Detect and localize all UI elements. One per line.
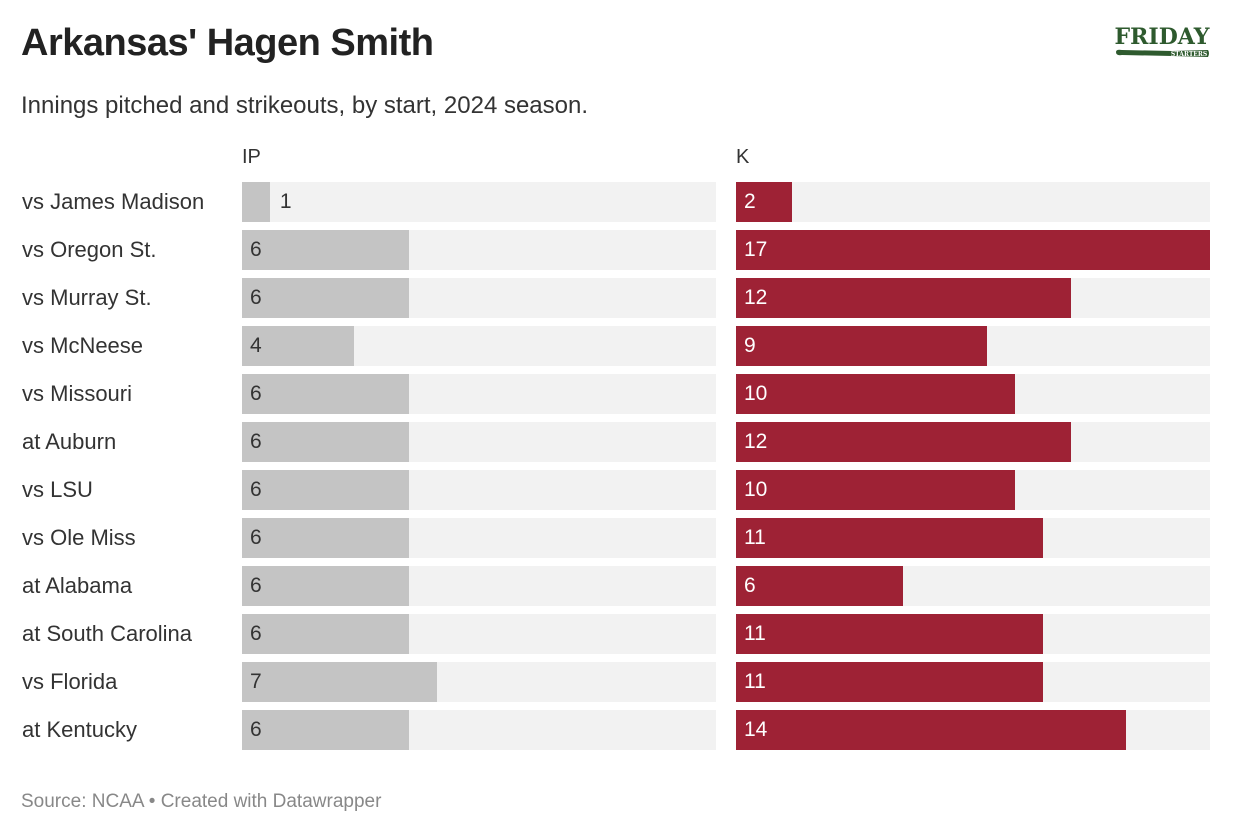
bar-track: 6 [242,230,716,270]
value-label: 6 [250,622,262,645]
bar-k [736,710,1127,750]
value-label: 6 [250,478,262,501]
bar-track: 12 [736,278,1210,318]
value-label: 14 [744,718,768,741]
bar-ip [242,182,270,222]
value-label: 11 [744,622,766,645]
bar-track: 6 [242,518,716,558]
bar-track: 6 [242,614,716,654]
value-label: 10 [744,382,768,405]
bar-k [736,182,792,222]
bar-ip [242,230,410,270]
bar-ip [242,662,438,702]
bar-track: 10 [736,470,1210,510]
value-label: 11 [744,526,766,549]
bar-k [736,230,1210,270]
value-label: 12 [744,430,768,453]
value-label: 11 [744,670,766,693]
category-label: at Alabama [22,573,133,598]
bar-k [736,614,1043,654]
bar-k [736,326,987,366]
bar-k [736,566,904,606]
chart-title: Arkansas' Hagen Smith [21,22,434,64]
bar-track: 12 [736,422,1210,462]
bar-track: 6 [242,278,716,318]
bar-k [736,374,1015,414]
bar-track: 14 [736,710,1210,750]
value-label: 2 [744,190,756,213]
source-note: Source: NCAA • Created with Datawrapper [21,791,382,812]
bar-ip [242,566,410,606]
bar-ip [242,614,410,654]
bar-k [736,278,1071,318]
value-label: 1 [279,190,292,213]
value-label: 6 [250,238,262,261]
bar-k [736,662,1043,702]
category-label: vs Ole Miss [22,525,136,550]
value-label: 6 [250,286,262,309]
category-label: at Kentucky [22,717,137,742]
bar-k [736,422,1071,462]
value-label: 17 [744,238,768,261]
value-label: 9 [744,334,756,357]
value-label: 12 [744,286,768,309]
bar-ip [242,518,410,558]
bar-track: 11 [736,614,1210,654]
category-label: vs Oregon St. [22,237,157,262]
bar-track: 11 [736,662,1210,702]
value-label: 6 [250,574,262,597]
bar-track: 6 [242,374,716,414]
value-label: 6 [250,526,262,549]
category-label: vs LSU [22,477,93,502]
value-label: 6 [744,574,756,597]
value-label: 6 [250,718,262,741]
category-label: vs Florida [22,669,118,694]
bar-ip [242,326,354,366]
svg-text:FRIDAY: FRIDAY [1115,24,1210,50]
bar-track: 6 [242,566,716,606]
column-header-k: K [736,146,750,168]
value-label: 6 [250,382,262,405]
bar-track: 6 [736,566,1210,606]
category-label: vs Murray St. [22,285,152,310]
category-label: vs Missouri [22,381,133,406]
bar-track: 6 [242,422,716,462]
bar-track: 9 [736,326,1210,366]
svg-text:STARTERS: STARTERS [1171,51,1207,58]
bar-track: 6 [242,470,716,510]
bar-track: 6 [242,710,716,750]
bar-track: 10 [736,374,1210,414]
friday-starters-logo: FRIDAY STARTERS [1115,24,1210,58]
value-label: 10 [744,478,768,501]
bar-ip [242,710,410,750]
bar-track: 11 [736,518,1210,558]
bar-k [736,470,1015,510]
value-label: 6 [250,430,262,453]
bar-k [736,518,1043,558]
category-label: vs James Madison [22,189,205,214]
bar-ip [242,470,410,510]
category-label: at South Carolina [22,621,192,646]
chart-subtitle: Innings pitched and strikeouts, by start… [21,92,589,119]
column-header-ip: IP [242,146,261,168]
bar-ip [242,422,410,462]
bar-ip [242,278,410,318]
category-label: vs McNeese [22,333,144,358]
value-label: 4 [250,334,262,357]
bar-track: 1 [242,182,716,222]
bar-track: 4 [242,326,716,366]
bar-track: 7 [242,662,716,702]
bar-ip [242,374,410,414]
value-label: 7 [250,670,262,693]
category-label: at Auburn [22,429,117,454]
bar-track: 17 [736,230,1210,270]
bar-track: 2 [736,182,1210,222]
